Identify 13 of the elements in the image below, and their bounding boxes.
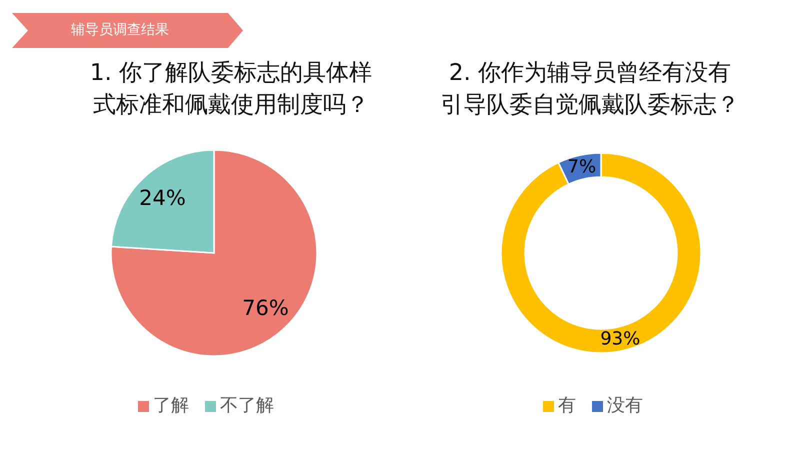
legend-label: 没有	[607, 395, 643, 416]
chart-title: 1. 你了解队委标志的具体样式标准和佩戴使用制度吗？	[88, 59, 374, 120]
chart-title: 2. 你作为辅导员曾经有没有引导队委自觉佩戴队委标志？	[440, 59, 740, 120]
data-label: 93%	[600, 328, 640, 350]
data-label: 7%	[568, 156, 596, 178]
legend-label: 不了解	[220, 395, 274, 416]
data-label: 24%	[139, 186, 186, 210]
donut-slice	[500, 152, 702, 354]
text: 辅导员调查结果	[71, 22, 169, 38]
data-label: 76%	[242, 296, 289, 320]
legend-label: 了解	[153, 395, 189, 416]
legend-label: 有	[558, 395, 576, 416]
pie-slice	[110, 149, 318, 357]
